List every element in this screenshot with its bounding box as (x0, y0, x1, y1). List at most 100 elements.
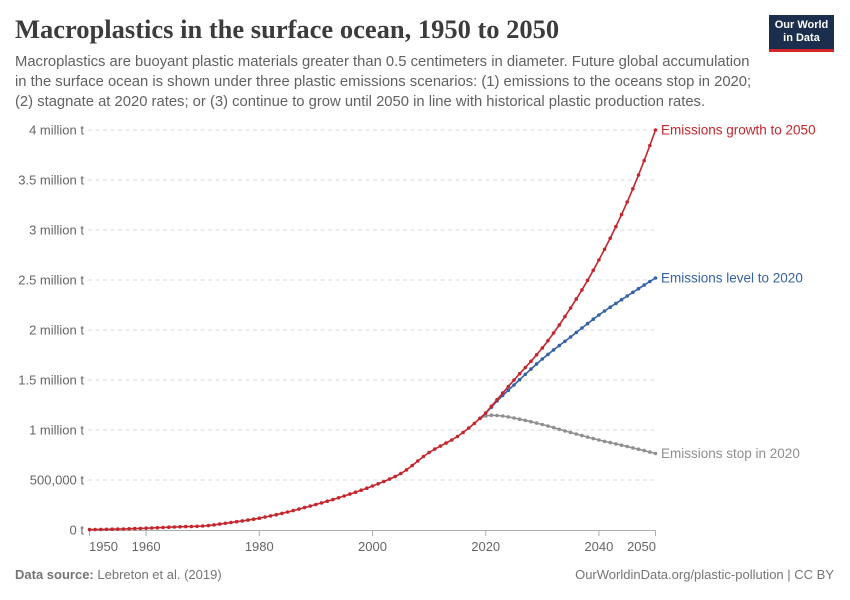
series-point-growth-2019 (478, 416, 482, 421)
series-point-growth-1994 (336, 496, 341, 500)
series-point-level-2035 (568, 335, 573, 339)
series-point-stop-2020 (483, 414, 488, 418)
y-axis-label-3000000: 3 million t (29, 223, 84, 238)
series-point-growth-1990 (314, 502, 318, 507)
series-point-stop-2034 (563, 429, 567, 433)
x-axis-label-1960: 1960 (132, 539, 161, 554)
series-point-level-2042 (608, 305, 613, 310)
series-point-growth-1955 (116, 527, 120, 531)
series-point-growth-1961 (149, 526, 154, 530)
series-point-growth-2049 (648, 143, 652, 148)
series-point-level-2048 (642, 283, 646, 287)
series-point-level-2037 (580, 326, 584, 330)
series-point-level-2033 (557, 343, 562, 348)
series-point-growth-1987 (297, 507, 301, 511)
series-point-growth-1996 (348, 492, 352, 496)
series-point-stop-2025 (512, 416, 516, 420)
series-point-stop-2045 (625, 444, 629, 449)
chart-subtitle: Macroplastics are buoyant plastic materi… (15, 53, 751, 112)
series-point-level-2049 (648, 279, 652, 284)
series-point-stop-2050 (653, 451, 658, 456)
subtitle-line-3: (2) stagnate at 2020 rates; or (3) conti… (15, 93, 706, 110)
series-point-level-2024 (506, 388, 511, 393)
data-source-note: Data source: Lebreton et al. (2019) (15, 567, 222, 582)
series-point-growth-2026 (517, 371, 522, 376)
series-point-growth-2045 (625, 200, 629, 204)
y-axis-label-1500000: 1.5 million t (18, 373, 84, 388)
series-point-growth-1953 (104, 527, 109, 532)
series-point-stop-2041 (602, 439, 607, 444)
series-point-stop-2046 (631, 446, 635, 450)
series-point-growth-2004 (393, 474, 397, 479)
owid-logo-line1: Our World (774, 18, 829, 31)
x-axis-label-1950: 1950 (89, 539, 118, 554)
series-point-growth-1997 (353, 490, 358, 495)
series-point-growth-1966 (178, 525, 182, 529)
series-point-growth-2046 (631, 187, 635, 191)
series-point-growth-1978 (246, 518, 250, 522)
series-point-stop-2039 (591, 436, 596, 441)
series-point-growth-2031 (546, 338, 550, 343)
series-point-growth-2012 (438, 444, 443, 448)
credit-link[interactable]: OurWorldinData.org/plastic-pollution | C… (575, 567, 834, 582)
series-point-level-2038 (585, 321, 590, 326)
series-point-growth-2043 (614, 224, 618, 229)
series-point-growth-2016 (461, 430, 465, 435)
series-point-growth-2000 (370, 484, 375, 488)
series-point-growth-1992 (325, 499, 330, 504)
series-point-growth-2022 (495, 397, 499, 402)
series-point-growth-2003 (387, 477, 392, 481)
x-axis-label-2050: 2050 (627, 539, 656, 554)
series-point-growth-1998 (359, 488, 363, 493)
series-point-stop-2030 (540, 422, 545, 427)
series-point-stop-2043 (614, 442, 618, 446)
series-point-growth-2013 (444, 441, 448, 445)
series-point-growth-1972 (212, 523, 216, 527)
owid-logo[interactable]: Our World in Data (769, 15, 834, 52)
series-point-growth-1970 (200, 524, 205, 528)
series-point-growth-1956 (121, 527, 126, 531)
series-label-level[interactable]: Emissions level to 2020 (661, 271, 803, 286)
series-label-growth[interactable]: Emissions growth to 2050 (661, 123, 816, 138)
series-point-growth-2005 (399, 471, 403, 476)
series-point-level-2032 (551, 348, 556, 352)
series-point-growth-2010 (427, 450, 431, 455)
series-point-growth-1967 (183, 524, 188, 529)
series-point-level-2027 (523, 372, 528, 377)
series-point-growth-1974 (223, 521, 228, 526)
series-point-growth-2009 (421, 454, 426, 459)
series-point-growth-2002 (382, 479, 386, 484)
series-point-growth-1980 (257, 516, 262, 520)
y-axis-label-3500000: 3.5 million t (18, 173, 84, 188)
y-axis-label-1000000: 1 million t (29, 423, 84, 438)
series-point-growth-1989 (308, 504, 313, 508)
series-point-level-2046 (631, 290, 635, 295)
series-point-level-2030 (540, 357, 545, 361)
series-point-growth-2017 (466, 426, 471, 430)
series-point-growth-1976 (234, 519, 239, 524)
series-point-stop-2035 (568, 430, 573, 435)
series-point-growth-1991 (319, 501, 324, 505)
series-point-growth-2038 (585, 278, 590, 283)
series-point-stop-2023 (500, 414, 505, 418)
series-point-stop-2033 (557, 427, 562, 432)
series-point-growth-1958 (132, 526, 137, 531)
series-point-growth-2011 (432, 447, 437, 451)
series-point-growth-1968 (189, 524, 194, 529)
series-point-stop-2038 (585, 435, 590, 439)
series-point-growth-2042 (608, 236, 613, 240)
series-line-level (479, 277, 657, 420)
series-point-growth-1951 (93, 527, 97, 532)
series-point-stop-2032 (551, 425, 556, 430)
series-point-growth-2029 (534, 353, 539, 357)
y-axis-label-2000000: 2 million t (29, 323, 84, 338)
series-point-growth-2001 (376, 482, 380, 486)
series-point-growth-2027 (523, 365, 528, 370)
series-label-stop[interactable]: Emissions stop in 2020 (661, 446, 800, 461)
subtitle-line-1: Macroplastics are buoyant plastic materi… (15, 54, 750, 70)
series-line-stop (479, 414, 657, 455)
series-point-growth-1971 (206, 523, 211, 528)
x-axis-label-2020: 2020 (471, 539, 500, 554)
series-point-growth-1965 (172, 525, 177, 529)
y-axis-label-4000000: 4 million t (29, 123, 84, 138)
